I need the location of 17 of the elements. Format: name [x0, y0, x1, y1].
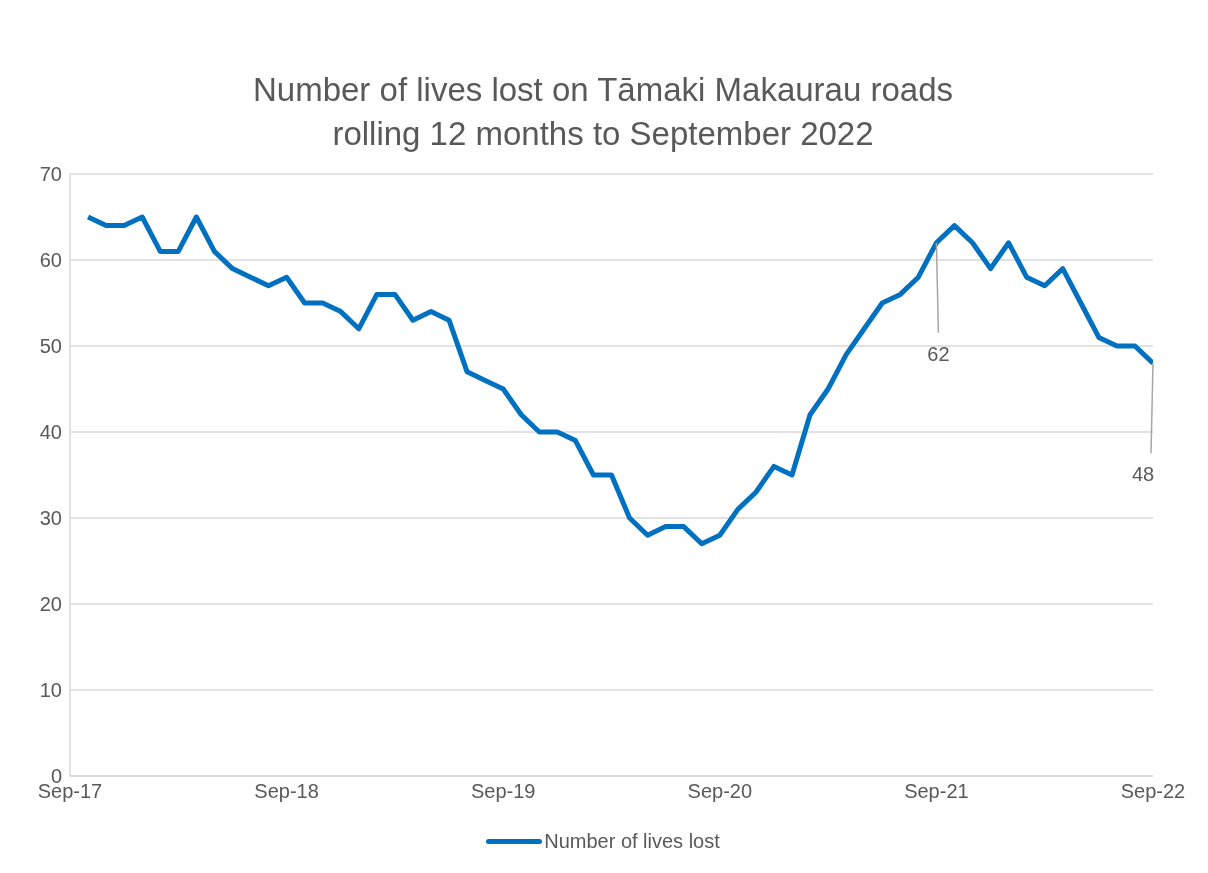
x-tick-label: Sep-18 — [254, 780, 319, 803]
x-tick-label: Sep-21 — [904, 780, 969, 803]
x-tick-label: Sep-20 — [687, 780, 753, 803]
annotation: 48 — [1131, 463, 1155, 486]
chart-subtitle: rolling 12 months to September 2022 — [332, 115, 874, 152]
y-tick-label: 70 — [39, 163, 62, 186]
legend-label: Number of lives lost — [544, 830, 720, 853]
x-tick-label: Sep-19 — [470, 780, 536, 803]
y-tick-label: 50 — [39, 335, 62, 358]
y-tick-label: 10 — [39, 679, 62, 702]
y-tick-label: 40 — [39, 421, 62, 444]
x-tick-label: Sep-22 — [1120, 780, 1186, 803]
annotation: 62 — [927, 342, 950, 365]
chart-title: Number of lives lost on Tāmaki Makaurau roads — [252, 71, 954, 108]
y-tick-label: 60 — [39, 249, 62, 272]
y-tick-label: 20 — [39, 593, 62, 616]
y-tick-label: 30 — [39, 507, 62, 530]
